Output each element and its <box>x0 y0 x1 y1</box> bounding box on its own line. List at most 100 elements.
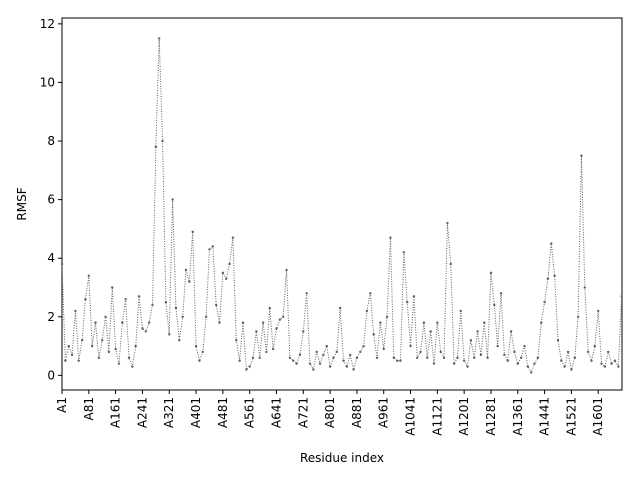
x-tick-label: A1201 <box>457 397 471 436</box>
rmsf-point <box>325 344 328 348</box>
rmsf-point <box>540 321 543 324</box>
rmsf-point <box>613 359 617 362</box>
rmsf-point <box>509 330 513 333</box>
rmsf-point <box>617 365 620 368</box>
rmsf-point <box>345 365 349 368</box>
rmsf-point <box>586 350 590 354</box>
rmsf-point <box>355 356 359 359</box>
rmsf-point <box>399 359 402 362</box>
rmsf-point <box>188 280 191 283</box>
rmsf-point <box>328 365 332 368</box>
rmsf-point <box>560 359 563 362</box>
rmsf-point <box>593 344 597 348</box>
rmsf-point <box>536 356 540 359</box>
rmsf-point <box>255 330 258 333</box>
x-tick-label: A1281 <box>484 397 498 436</box>
rmsf-point <box>77 359 80 362</box>
rmsf-point <box>94 321 97 324</box>
rmsf-point <box>151 303 154 307</box>
rmsf-point <box>338 306 342 310</box>
rmsf-point <box>278 318 282 321</box>
rmsf-point <box>432 362 436 365</box>
rmsf-point <box>349 353 352 357</box>
x-tick-label: A641 <box>269 397 283 428</box>
rmsf-point <box>84 297 87 301</box>
rmsf-point <box>369 292 372 295</box>
rmsf-point <box>419 350 422 354</box>
rmsf-point <box>543 300 546 304</box>
rmsf-point <box>268 306 271 310</box>
rmsf-point <box>281 315 285 318</box>
rmsf-point <box>201 350 204 354</box>
rmsf-point <box>161 139 164 143</box>
x-tick-label: A241 <box>135 397 149 428</box>
rmsf-point <box>218 321 221 324</box>
x-tick-label: A1441 <box>538 397 552 436</box>
rmsf-point <box>80 339 84 342</box>
rmsf-point <box>251 356 255 359</box>
rmsf-point <box>563 365 566 368</box>
rmsf-point <box>576 315 580 318</box>
rmsf-point <box>405 300 409 304</box>
rmsf-point <box>285 268 288 272</box>
rmsf-point <box>111 286 114 289</box>
rmsf-point <box>523 344 526 348</box>
rmsf-point <box>184 268 188 272</box>
rmsf-point <box>456 356 459 359</box>
rmsf-point <box>607 350 610 354</box>
rmsf-point <box>409 344 412 348</box>
rmsf-point <box>375 356 379 359</box>
y-tick-label: 2 <box>47 310 55 324</box>
rmsf-point <box>181 315 184 318</box>
x-tick-label: A561 <box>243 397 257 428</box>
rmsf-point <box>124 297 127 301</box>
rmsf-point <box>489 271 493 275</box>
rmsf-point <box>157 37 161 40</box>
rmsf-point <box>365 309 369 313</box>
rmsf-point <box>70 353 74 357</box>
rmsf-point <box>194 344 198 348</box>
y-tick-label: 12 <box>40 17 55 31</box>
rmsf-point <box>466 365 469 368</box>
rmsf-point <box>385 315 389 318</box>
rmsf-point <box>526 365 530 368</box>
rmsf-point <box>335 350 339 354</box>
rmsf-point <box>141 327 144 330</box>
rmsf-point <box>597 309 600 313</box>
rmsf-point <box>271 347 275 351</box>
rmsf-point <box>308 362 312 365</box>
rmsf-point <box>573 356 576 359</box>
rmsf-point <box>265 350 268 354</box>
rmsf-point <box>221 271 225 275</box>
rmsf-point <box>147 321 151 324</box>
rmsf-point <box>583 286 587 289</box>
rmsf-point <box>238 359 241 362</box>
rmsf-point <box>214 303 218 307</box>
rmsf-point <box>412 295 416 298</box>
rmsf-point <box>154 145 158 149</box>
y-tick-label: 8 <box>47 134 55 148</box>
rmsf-point <box>64 359 67 362</box>
rmsf-point <box>211 245 215 248</box>
rmsf-point <box>241 321 245 324</box>
rmsf-point <box>603 365 607 368</box>
x-tick-label: A161 <box>109 397 123 428</box>
rmsf-point <box>171 198 174 201</box>
rmsf-point <box>107 350 111 354</box>
rmsf-point <box>204 315 208 318</box>
rmsf-point <box>493 303 496 307</box>
rmsf-point <box>402 251 406 254</box>
rmsf-point <box>550 242 553 245</box>
rmsf-point <box>60 262 64 266</box>
rmsf-point <box>144 330 147 333</box>
x-tick-label: A1361 <box>511 397 525 436</box>
rmsf-point <box>580 154 583 157</box>
rmsf-point <box>74 309 77 313</box>
rmsf-point <box>231 236 235 239</box>
rmsf-point <box>322 353 325 357</box>
x-tick-label: A961 <box>377 397 391 428</box>
rmsf-point <box>137 295 141 298</box>
rmsf-point <box>496 344 499 348</box>
plot-frame <box>61 17 623 391</box>
